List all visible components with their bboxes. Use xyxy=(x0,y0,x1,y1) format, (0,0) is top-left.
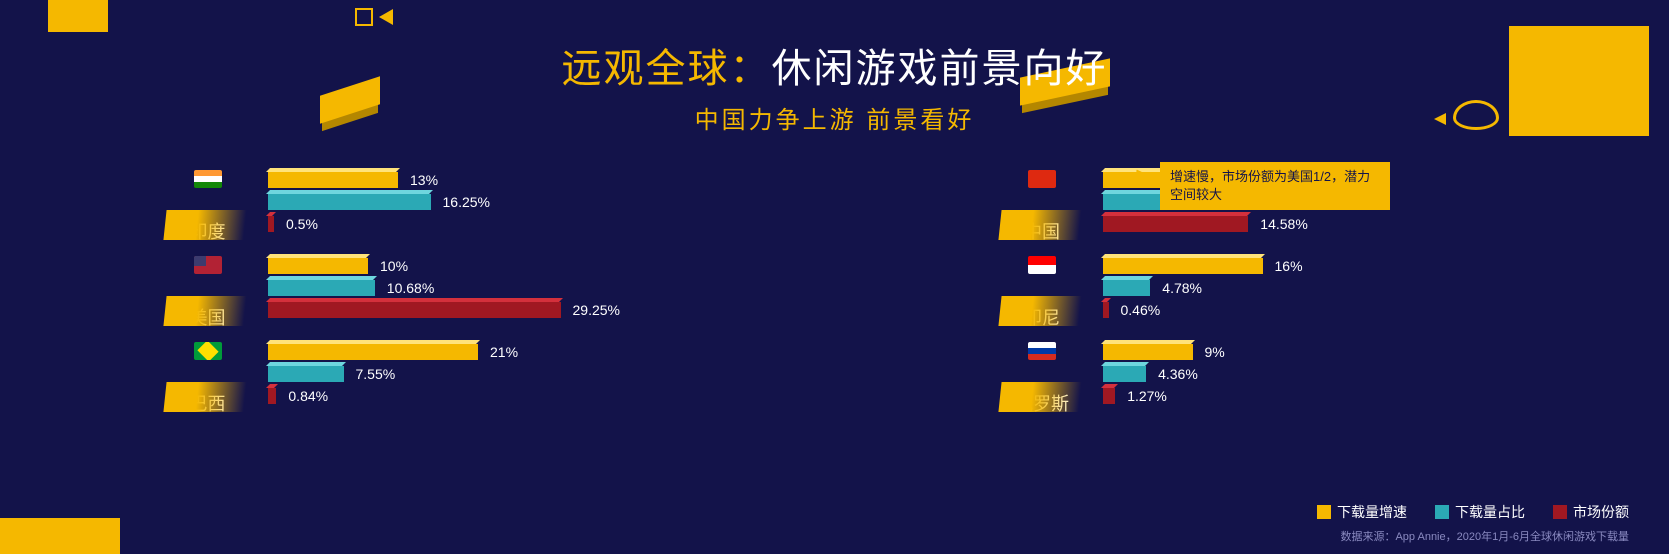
bar xyxy=(268,216,274,232)
label-bar-decor xyxy=(998,210,1081,240)
bar xyxy=(1103,344,1193,360)
subtitle: 中国力争上游 前景看好 xyxy=(0,100,1669,135)
bar-value: 10.68% xyxy=(387,280,434,296)
bar-row: 1.27% xyxy=(1103,386,1669,406)
bar-value: 0.5% xyxy=(286,216,318,232)
country-group: 美国10%10.68%29.25% xyxy=(260,256,835,320)
bar-set: 10% 10.68% 29.25% xyxy=(260,256,835,320)
bar-row: 4.36% xyxy=(1103,364,1669,384)
decor-top-indicator xyxy=(355,8,393,26)
bar-row: 0.46% xyxy=(1103,300,1669,320)
bar-value: 16% xyxy=(1275,258,1303,274)
legend-item: 下载量增速 xyxy=(1317,502,1407,522)
decor-top-left xyxy=(48,0,108,32)
label-bar-decor xyxy=(998,382,1081,412)
bar-value: 0.84% xyxy=(288,388,328,404)
bar xyxy=(268,258,368,274)
bar-value: 29.25% xyxy=(573,302,620,318)
bar-row: 9% xyxy=(1103,342,1669,362)
country-group: 巴西21%7.55%0.84% xyxy=(260,342,835,406)
bar-row: 10.68% xyxy=(268,278,835,298)
label-bar-decor xyxy=(998,296,1081,326)
bar xyxy=(1103,280,1151,296)
bar-row: 21% xyxy=(268,342,835,362)
bar xyxy=(268,344,478,360)
bar-row: 4.78% xyxy=(1103,278,1669,298)
title-part-2: 休闲游戏前景向好 xyxy=(772,47,1108,91)
legend-label: 下载量占比 xyxy=(1455,502,1525,522)
bar xyxy=(268,388,276,404)
legend: 下载量增速 下载量占比 市场份额 xyxy=(1317,502,1629,522)
bar-set: 13% 16.25% 0.5% xyxy=(260,170,835,234)
label-bar-decor xyxy=(163,382,246,412)
bar-value: 10% xyxy=(380,258,408,274)
bar xyxy=(268,366,344,382)
bar xyxy=(1103,194,1169,210)
bar-value: 14.58% xyxy=(1260,216,1307,232)
bar-set: 16% 4.78%0.46% xyxy=(1095,256,1669,320)
bar-row: 29.25% xyxy=(268,300,835,320)
title-block: 远观全球：休闲游戏前景向好 中国力争上游 前景看好 xyxy=(0,36,1669,135)
bar-value: 4.36% xyxy=(1158,366,1198,382)
bar xyxy=(268,302,561,318)
bar xyxy=(1103,216,1249,232)
legend-item: 市场份额 xyxy=(1553,502,1629,522)
bar-row: 16.25% xyxy=(268,192,835,212)
legend-swatch xyxy=(1435,505,1449,519)
bar xyxy=(1103,388,1116,404)
bar xyxy=(268,194,431,210)
bar-value: 21% xyxy=(490,344,518,360)
charts-area: 印度13%16.25%0.5%美国10%10.68%29.25%巴西21%7.5… xyxy=(0,170,1669,406)
legend-label: 市场份额 xyxy=(1573,502,1629,522)
bar-row: 7.55% xyxy=(268,364,835,384)
flag-icon xyxy=(1028,256,1056,274)
country-group: 印尼16%4.78%0.46% xyxy=(1095,256,1669,320)
callout-annotation: 增速慢，市场份额为美国1/2，潜力空间较大 xyxy=(1160,162,1390,210)
main-title: 远观全球：休闲游戏前景向好 xyxy=(0,36,1669,94)
flag-icon xyxy=(194,170,222,188)
bar-value: 0.46% xyxy=(1121,302,1161,318)
flag-icon xyxy=(1028,342,1056,360)
bar-value: 1.27% xyxy=(1127,388,1167,404)
legend-label: 下载量增速 xyxy=(1337,502,1407,522)
bar xyxy=(1103,366,1147,382)
bar-row: 13% xyxy=(268,170,835,190)
title-part-1: 远观全球： xyxy=(562,47,772,91)
bar xyxy=(1103,302,1109,318)
bar-row: 10% xyxy=(268,256,835,276)
label-bar-decor xyxy=(163,210,246,240)
bar xyxy=(268,280,375,296)
bar-row: 0.84% xyxy=(268,386,835,406)
flag-icon xyxy=(194,342,222,360)
bar-value: 13% xyxy=(410,172,438,188)
country-group: 俄罗斯9%4.36%1.27% xyxy=(1095,342,1669,406)
legend-item: 下载量占比 xyxy=(1435,502,1525,522)
bar-value: 4.78% xyxy=(1162,280,1202,296)
flag-icon xyxy=(194,256,222,274)
legend-swatch xyxy=(1553,505,1567,519)
bar-value: 9% xyxy=(1205,344,1225,360)
legend-swatch xyxy=(1317,505,1331,519)
bar-set: 21% 7.55% 0.84% xyxy=(260,342,835,406)
label-bar-decor xyxy=(163,296,246,326)
bar-value: 16.25% xyxy=(443,194,490,210)
bar xyxy=(1103,258,1263,274)
bar-row: 0.5% xyxy=(268,214,835,234)
bar-row: 16% xyxy=(1103,256,1669,276)
chart-column-0: 印度13%16.25%0.5%美国10%10.68%29.25%巴西21%7.5… xyxy=(0,170,835,406)
data-source: 数据来源：App Annie，2020年1月-6月全球休闲游戏下载量 xyxy=(1340,528,1629,544)
bar xyxy=(268,172,398,188)
decor-bottom-left xyxy=(0,518,120,554)
bar-set: 9% 4.36% 1.27% xyxy=(1095,342,1669,406)
bar-row: 14.58% xyxy=(1103,214,1669,234)
country-group: 印度13%16.25%0.5% xyxy=(260,170,835,234)
flag-icon xyxy=(1028,170,1056,188)
bar-value: 7.55% xyxy=(356,366,396,382)
